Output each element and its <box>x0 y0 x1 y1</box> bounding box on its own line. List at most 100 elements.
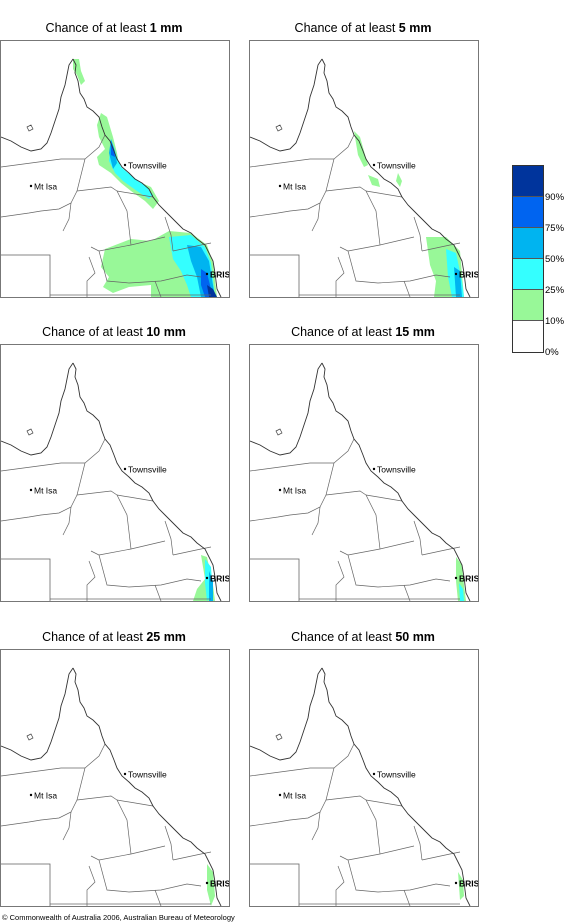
district-boundary <box>347 845 415 861</box>
rainfall-map: Townsville Mt Isa BRIS <box>249 649 479 907</box>
district-boundary <box>339 246 451 284</box>
district-boundary <box>339 855 451 893</box>
townsville-label: Townsville <box>128 770 167 780</box>
east-coastline <box>321 362 471 601</box>
district-boundary <box>413 520 423 556</box>
district-boundary <box>250 158 334 168</box>
legend-label: 50% <box>545 254 565 265</box>
rain-probability-area <box>109 139 153 199</box>
rain-probability-area <box>209 571 213 601</box>
district-boundary <box>365 190 381 246</box>
district-boundary <box>250 767 334 777</box>
district-boundary <box>154 889 162 906</box>
queensland-map: Townsville Mt Isa BRIS <box>1 58 229 297</box>
inset-box <box>1 558 51 601</box>
legend-swatch-10 <box>513 290 543 321</box>
district-boundary <box>250 462 334 472</box>
island <box>26 428 34 436</box>
district-boundary <box>86 560 96 601</box>
east-coastline <box>72 362 222 601</box>
district-boundary <box>325 186 367 192</box>
district-boundary <box>172 546 212 556</box>
district-boundary <box>84 134 106 160</box>
district-boundary <box>365 190 403 198</box>
panel-title: Chance of at least 25 mm <box>42 630 186 644</box>
district-boundary <box>76 795 118 801</box>
district-boundary <box>62 202 72 232</box>
district-boundary <box>335 865 345 906</box>
townsville-marker <box>123 467 127 471</box>
rain-probability-area <box>207 285 217 297</box>
district-boundary <box>333 743 355 769</box>
rainfall-map: Townsville Mt Isa BRIS <box>0 40 230 298</box>
panel-title: Chance of at least 1 mm <box>45 21 183 35</box>
island <box>275 428 283 436</box>
district-boundary <box>365 494 403 502</box>
townsville-marker <box>123 772 127 776</box>
district-boundary <box>421 546 461 556</box>
bris-marker <box>454 576 458 580</box>
district-boundary <box>164 825 174 861</box>
district-boundary <box>116 799 154 807</box>
gulf-coastline <box>250 667 323 761</box>
district-boundary <box>90 246 202 284</box>
district-boundary <box>116 494 154 502</box>
mt-isa-label: Mt Isa <box>34 791 57 801</box>
queensland-map: Townsville Mt Isa BRIS <box>1 362 229 601</box>
mt-isa-label: Mt Isa <box>34 486 57 496</box>
bris-marker <box>205 881 209 885</box>
legend-label: 90% <box>545 192 565 203</box>
district-boundary <box>90 550 202 588</box>
inset-box <box>1 863 51 906</box>
district-boundary <box>90 855 202 893</box>
legend-label: 25% <box>545 285 565 296</box>
district-boundary <box>98 540 166 556</box>
panel-title: Chance of at least 50 mm <box>291 630 435 644</box>
legend-swatch-25 <box>513 259 543 290</box>
district-boundary <box>116 190 154 198</box>
mt-isa-label: Mt Isa <box>283 486 306 496</box>
townsville-label: Townsville <box>377 770 416 780</box>
panel-title: Chance of at least 10 mm <box>42 325 186 339</box>
district-boundary <box>116 494 132 550</box>
east-coastline <box>321 667 471 906</box>
district-boundary <box>413 825 423 861</box>
district-boundary <box>154 280 162 297</box>
queensland-map: Townsville Mt Isa BRIS <box>250 362 478 601</box>
copyright-notice: © Commonwealth of Australia 2006, Austra… <box>2 913 235 922</box>
legend-swatch-0 <box>513 321 543 352</box>
townsville-label: Townsville <box>377 465 416 475</box>
district-boundary <box>403 584 411 601</box>
district-boundary <box>403 889 411 906</box>
district-boundary <box>84 743 106 769</box>
queensland-map: Townsville Mt Isa BRIS <box>250 58 478 297</box>
district-boundary <box>421 851 461 861</box>
rainfall-map: Townsville Mt Isa BRIS <box>0 344 230 602</box>
district-boundary <box>76 490 118 496</box>
inset-box <box>1 254 51 297</box>
mt-isa-marker <box>278 184 282 188</box>
district-boundary <box>86 256 96 297</box>
district-boundary <box>62 506 72 536</box>
rain-probability-area <box>459 583 464 601</box>
mt-isa-label: Mt Isa <box>283 182 306 192</box>
legend-label: 10% <box>545 316 565 327</box>
bris-label: BRIS <box>459 270 478 280</box>
gulf-coastline <box>250 58 323 152</box>
district-boundary <box>62 811 72 841</box>
bris-label: BRIS <box>210 270 229 280</box>
townsville-marker <box>123 163 127 167</box>
gulf-coastline <box>1 362 74 456</box>
townsville-label: Townsville <box>128 161 167 171</box>
panel-title: Chance of at least 15 mm <box>291 325 435 339</box>
mt-isa-label: Mt Isa <box>34 182 57 192</box>
district-boundary <box>1 158 85 168</box>
mt-isa-marker <box>278 488 282 492</box>
mt-isa-marker <box>278 793 282 797</box>
rain-probability-area <box>396 173 402 187</box>
district-boundary <box>172 851 212 861</box>
district-boundary <box>421 242 461 252</box>
townsville-marker <box>372 467 376 471</box>
bris-label: BRIS <box>210 879 229 889</box>
district-boundary <box>116 190 132 246</box>
